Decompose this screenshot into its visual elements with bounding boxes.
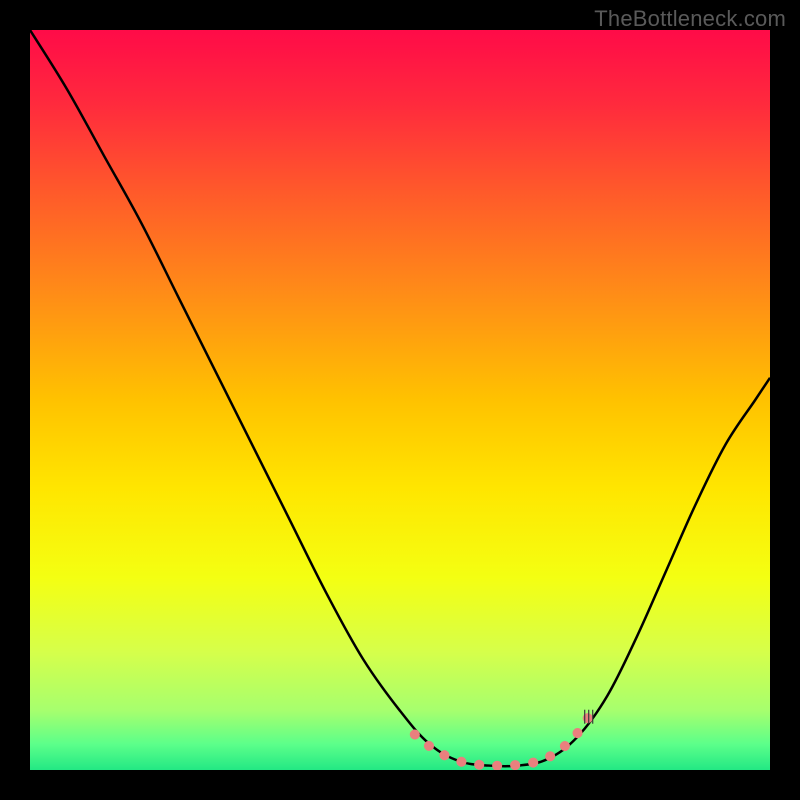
plot-area bbox=[30, 30, 770, 770]
watermark-text: TheBottleneck.com bbox=[594, 6, 786, 32]
valley-highlight bbox=[415, 717, 589, 766]
chart-curves bbox=[30, 30, 770, 770]
bottleneck-curve bbox=[30, 30, 770, 766]
